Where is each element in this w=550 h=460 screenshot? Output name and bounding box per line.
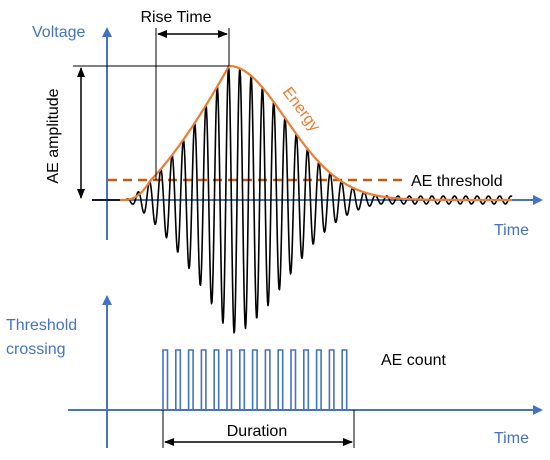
energy-envelope-curve [120, 64, 512, 202]
duration-label: Duration [227, 423, 287, 440]
ae-count-pulse-train [120, 349, 380, 411]
threshold-crossing-label-line1: Threshold [6, 317, 77, 334]
top-time-axis-label: Time [494, 222, 529, 239]
ae-amplitude-label: AE amplitude [45, 88, 62, 183]
duration-annotation: Duration [162, 410, 355, 448]
rise-time-annotation: Rise Time [140, 9, 230, 180]
rise-time-label: Rise Time [140, 9, 211, 26]
ae-count-label: AE count [381, 352, 446, 369]
bottom-time-axis-label: Time [494, 430, 529, 447]
threshold-crossing-label-line2: crossing [6, 341, 66, 358]
ae-amplitude-annotation: AE amplitude [45, 65, 229, 199]
voltage-axis-label: Voltage [32, 24, 85, 41]
ae-signal-waveform [91, 66, 513, 334]
ae-threshold-label: AE threshold [411, 173, 503, 190]
